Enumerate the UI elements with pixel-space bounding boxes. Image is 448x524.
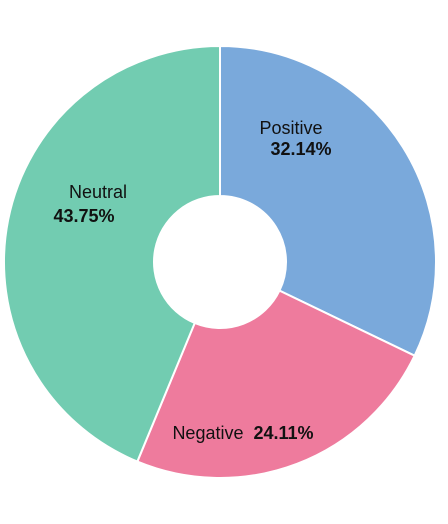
slice-negative[interactable] [136,289,416,479]
label-negative-name: Negative [172,423,243,443]
label-positive-pct: 32.14% [270,139,331,159]
label-negative: Negative 24.11% [172,423,313,443]
slice-positive[interactable] [219,44,437,358]
label-positive-name: Positive [259,118,322,138]
label-neutral-name: Neutral [69,182,127,202]
slice-group-negative: Negative 24.11% [136,289,416,479]
slice-group-positive: Positive 32.14% [219,44,437,358]
label-negative-pct: 24.11% [254,423,314,443]
slice-group-neutral: Neutral 43.75% [2,44,221,463]
slice-neutral[interactable] [2,44,221,463]
label-neutral-pct: 43.75% [53,206,114,226]
